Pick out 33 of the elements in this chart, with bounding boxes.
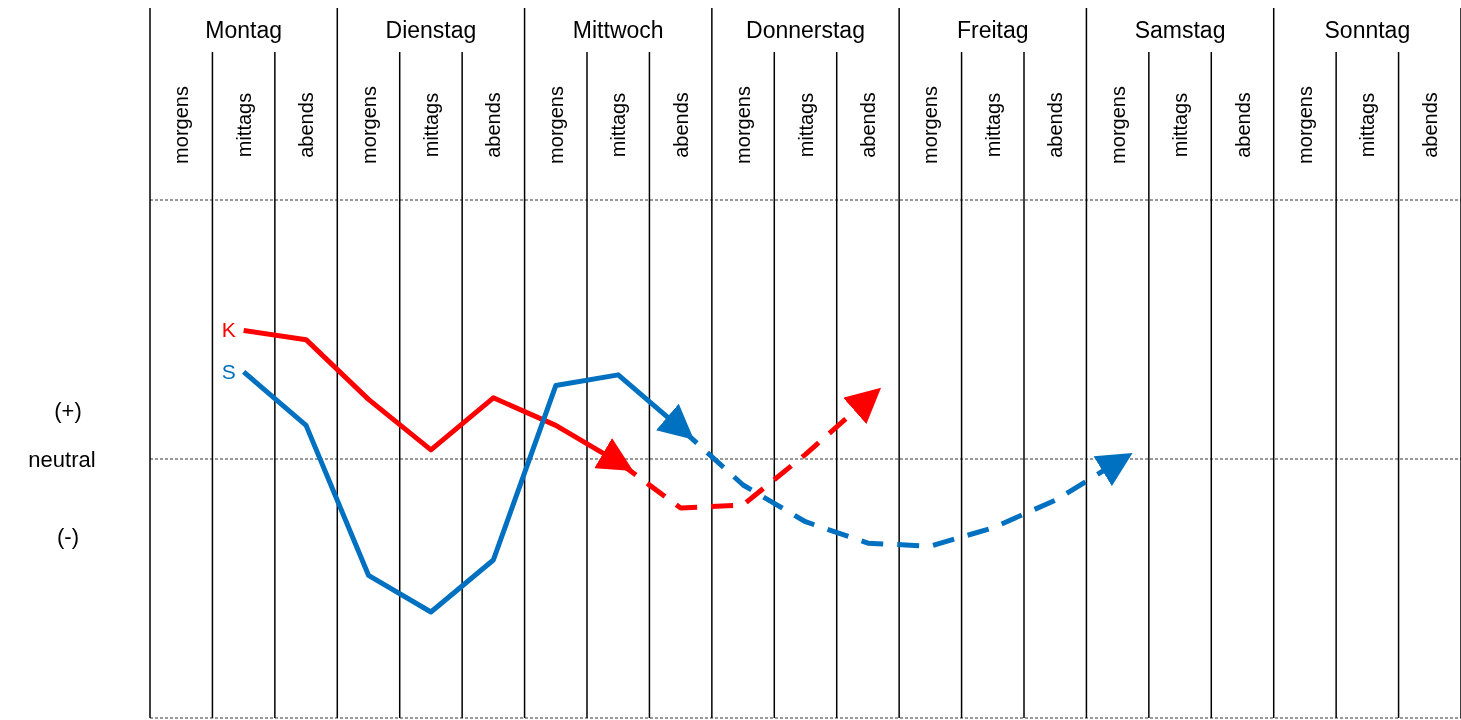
text: Montag [205,17,282,43]
x-tick-label: morgens [544,86,567,164]
text: Dienstag [385,17,477,43]
text: (+) [54,398,82,423]
x-tick-label: mittags [607,92,630,158]
text: Donnerstag [746,17,865,43]
x-tick-label: mittags [794,92,817,158]
x-tick-label: abends [482,92,505,158]
x-tick-label: abends [856,92,879,158]
text: Samstag [1134,17,1226,43]
x-tick-label: morgens [170,86,193,164]
x-tick-label: mittags [1356,92,1379,158]
x-tick-label: mittags [1169,92,1192,158]
text: Sonntag [1324,17,1411,43]
x-tick-label: mittags [981,92,1004,158]
x-tick-label: morgens [1106,86,1129,164]
x-tick-label: morgens [1293,86,1316,164]
text: Freitag [956,17,1029,43]
text: (-) [57,524,79,549]
x-tick-label: mittags [419,92,442,158]
x-tick-label: mittags [232,92,255,158]
x-tick-label: abends [1231,92,1254,158]
x-tick-label: morgens [919,86,942,164]
series-label: S [221,359,236,383]
text: Mittwoch [572,17,664,43]
x-tick-label: abends [1044,92,1067,158]
x-tick-label: abends [1418,92,1441,158]
ref-line-label: neutral [28,447,96,472]
x-tick-label: morgens [357,86,380,164]
x-tick-label: abends [295,92,318,158]
x-tick-label: abends [669,92,692,158]
series-label: K [221,318,236,342]
x-tick-label: morgens [732,86,755,164]
